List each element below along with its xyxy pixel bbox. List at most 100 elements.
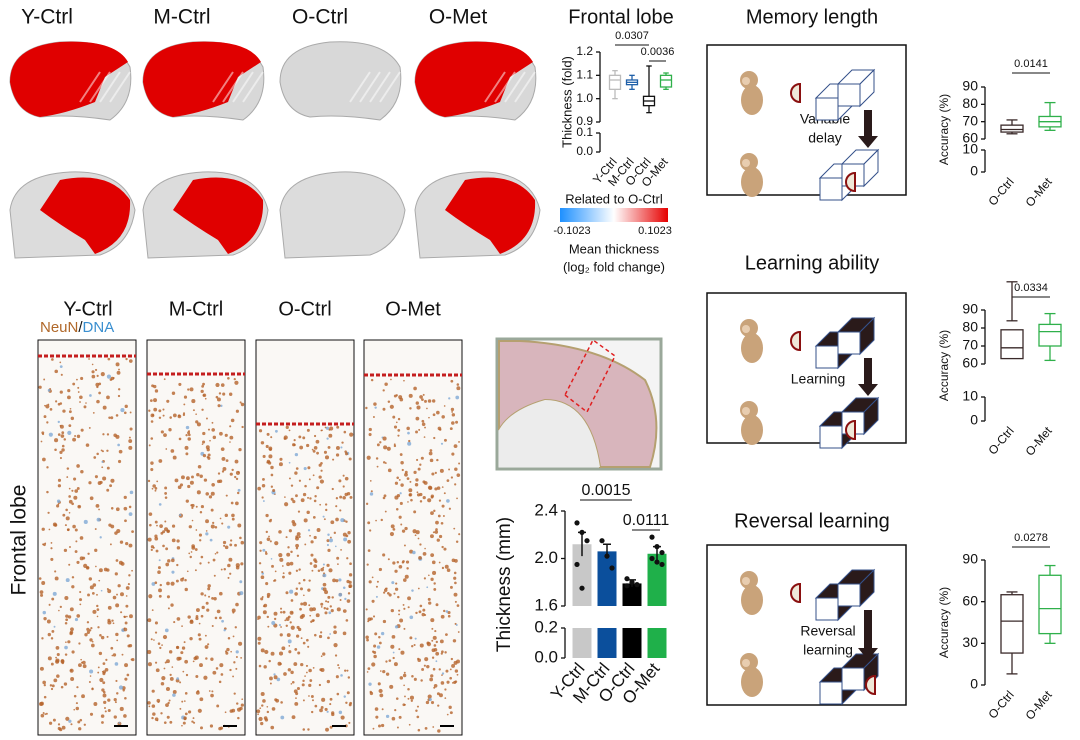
cell xyxy=(51,629,55,633)
cell xyxy=(345,520,348,523)
cell xyxy=(185,673,189,677)
cell xyxy=(369,691,374,696)
cell xyxy=(408,439,411,443)
cell xyxy=(393,444,397,448)
cell xyxy=(131,530,134,534)
cell xyxy=(50,542,53,544)
cell xyxy=(65,614,69,618)
sulcus xyxy=(484,71,506,103)
histology-image xyxy=(363,339,463,736)
cell xyxy=(107,589,112,594)
cell xyxy=(84,633,88,637)
cell xyxy=(200,555,204,559)
cell xyxy=(409,636,413,640)
cell xyxy=(110,524,115,529)
cell xyxy=(308,478,311,481)
cell xyxy=(161,675,166,681)
cell xyxy=(231,513,235,518)
cell xyxy=(48,603,51,606)
cell xyxy=(104,710,107,713)
cell xyxy=(73,477,77,481)
cell xyxy=(421,612,426,617)
cell xyxy=(322,563,325,566)
cell xyxy=(273,611,278,616)
cell xyxy=(426,407,428,410)
cell xyxy=(116,370,121,375)
cell xyxy=(432,570,437,575)
cell xyxy=(406,567,409,570)
cell xyxy=(171,666,174,668)
cell xyxy=(328,428,331,431)
cell xyxy=(201,384,205,388)
data-point xyxy=(659,549,665,556)
cell xyxy=(217,404,221,408)
cell xyxy=(126,634,130,638)
cell xyxy=(366,455,371,460)
sulcus xyxy=(379,71,401,103)
cell xyxy=(52,522,57,527)
histology-label: M-Ctrl xyxy=(169,298,223,320)
cell xyxy=(288,477,291,480)
cell xyxy=(165,547,169,551)
cell xyxy=(124,663,129,668)
cell xyxy=(40,593,44,597)
cube xyxy=(837,583,861,607)
data-point xyxy=(574,520,580,526)
cell xyxy=(329,538,333,543)
cell xyxy=(76,434,81,439)
cell xyxy=(164,628,169,633)
cell xyxy=(332,458,335,461)
cell xyxy=(371,662,376,667)
cell xyxy=(38,385,42,389)
brain-region xyxy=(445,177,536,254)
cell xyxy=(453,527,456,530)
bar xyxy=(597,628,617,658)
cell xyxy=(403,578,407,582)
cell xyxy=(282,575,285,579)
cell xyxy=(327,533,330,536)
cell xyxy=(261,596,264,598)
cell xyxy=(446,479,450,483)
cell xyxy=(306,428,310,432)
cell xyxy=(166,581,170,586)
monkey xyxy=(742,325,750,333)
cell xyxy=(79,395,83,400)
cell xyxy=(207,587,211,591)
cell xyxy=(368,427,372,432)
cell xyxy=(106,395,110,400)
cell xyxy=(150,468,154,472)
cell xyxy=(106,635,109,638)
cell xyxy=(191,519,194,522)
cell xyxy=(220,568,223,571)
cell xyxy=(338,479,342,483)
cell xyxy=(435,651,440,656)
y-tick-label: 80 xyxy=(962,95,978,111)
cell xyxy=(396,561,400,564)
cell xyxy=(431,560,436,565)
cell xyxy=(377,682,381,686)
cell xyxy=(211,421,214,424)
cell xyxy=(340,548,342,551)
cell xyxy=(318,475,322,479)
cell xyxy=(187,615,191,619)
cell xyxy=(323,606,327,610)
cell xyxy=(199,539,202,542)
y-axis-label: Thickness (fold) xyxy=(559,56,574,148)
cell xyxy=(435,528,438,531)
cell xyxy=(266,592,271,597)
cell xyxy=(298,435,302,439)
cell xyxy=(211,597,214,600)
cell xyxy=(115,559,119,562)
cell xyxy=(390,608,394,613)
cell xyxy=(436,486,441,490)
cell xyxy=(97,671,100,674)
cell xyxy=(40,440,43,443)
cell xyxy=(76,614,81,618)
cell xyxy=(73,708,76,711)
cell xyxy=(407,687,410,691)
cell xyxy=(432,413,436,417)
cell xyxy=(291,715,296,720)
cell xyxy=(280,607,283,610)
cell xyxy=(449,427,453,431)
cell xyxy=(320,469,323,472)
